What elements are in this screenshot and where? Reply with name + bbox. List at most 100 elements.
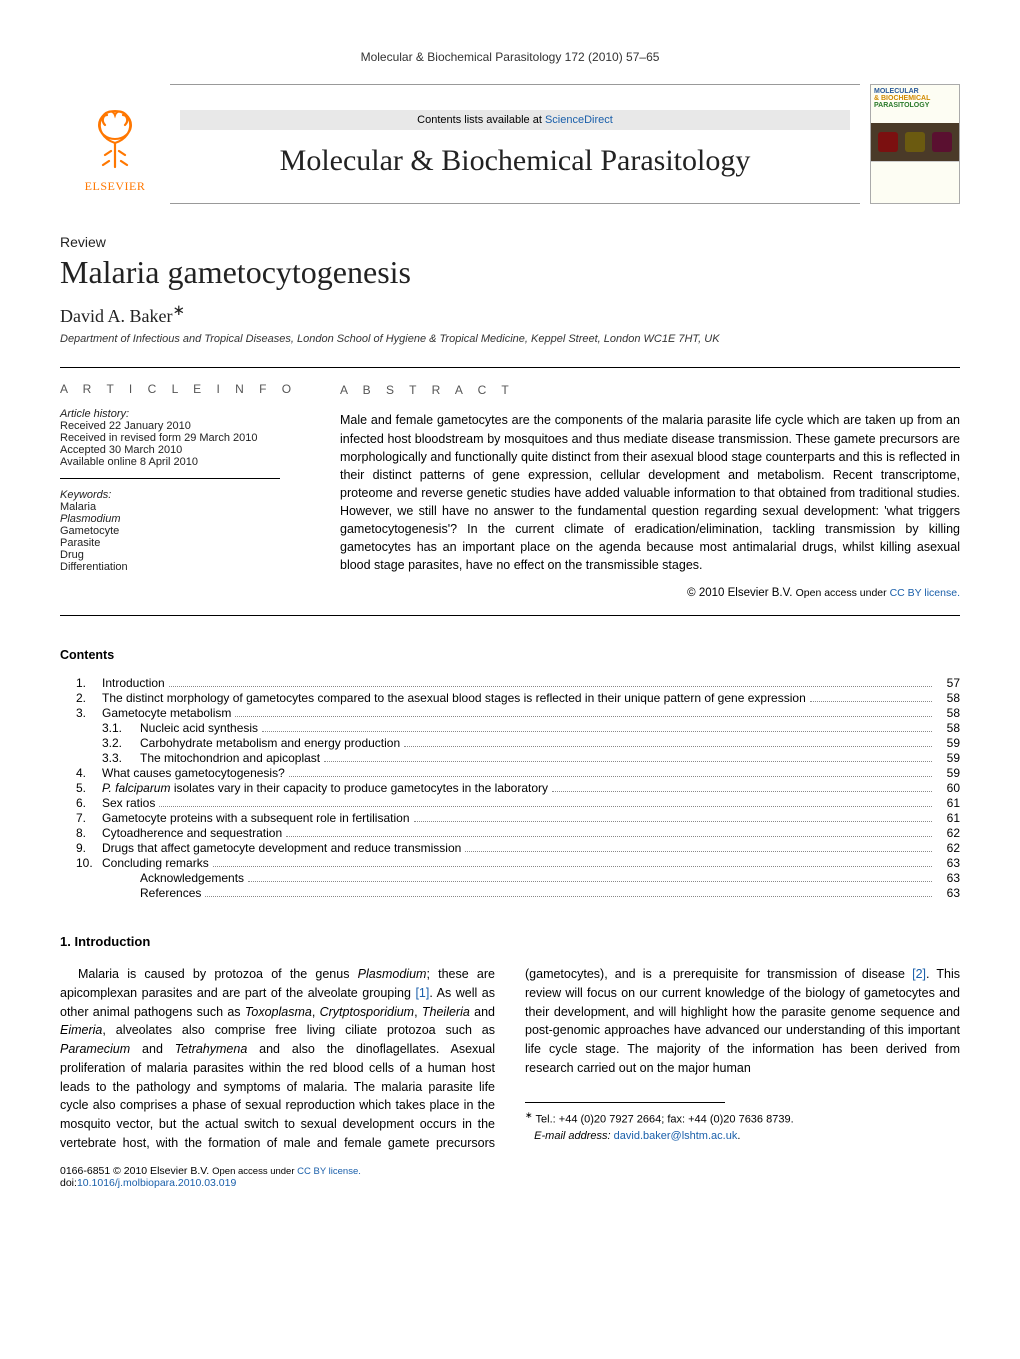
keyword: Differentiation — [60, 561, 300, 573]
toc-title: Gametocyte proteins with a subsequent ro… — [102, 811, 410, 825]
toc-leader — [552, 791, 932, 792]
toc-leader — [414, 821, 933, 822]
doi-link[interactable]: 10.1016/j.molbiopara.2010.03.019 — [77, 1177, 236, 1189]
toc-page: 63 — [936, 856, 960, 870]
masthead: ELSEVIER Contents lists available at Sci… — [60, 84, 960, 204]
author-line: David A. Baker∗ — [60, 301, 960, 327]
toc-title: Gametocyte metabolism — [102, 706, 231, 720]
toc-number: 9. — [60, 841, 102, 855]
abstract-heading: A B S T R A C T — [340, 382, 960, 399]
toc-leader — [465, 851, 932, 852]
toc-page: 59 — [936, 751, 960, 765]
history-revised: Received in revised form 29 March 2010 — [60, 432, 300, 444]
toc-number: 6. — [60, 796, 102, 810]
toc-row: 8.Cytoadherence and sequestration62 — [60, 826, 960, 840]
toc-number: 7. — [60, 811, 102, 825]
toc-leader — [286, 836, 932, 837]
toc-number: 2. — [60, 691, 102, 705]
toc-row: 3.1.Nucleic acid synthesis58 — [60, 721, 960, 735]
toc-page: 59 — [936, 766, 960, 780]
history-online: Available online 8 April 2010 — [60, 456, 300, 468]
history-accepted: Accepted 30 March 2010 — [60, 444, 300, 456]
toc-leader — [324, 761, 932, 762]
toc-row: 1.Introduction57 — [60, 676, 960, 690]
ref-link[interactable]: [2] — [912, 967, 926, 981]
keywords-label: Keywords: — [60, 489, 300, 501]
toc-page: 63 — [936, 886, 960, 900]
toc-leader — [159, 806, 932, 807]
toc-title: The mitochondrion and apicoplast — [140, 751, 320, 765]
contents-heading: Contents — [60, 648, 960, 662]
toc-number: 5. — [60, 781, 102, 795]
elsevier-tree-icon — [75, 95, 155, 175]
toc-row: 9.Drugs that affect gametocyte developme… — [60, 841, 960, 855]
toc-number: 3.2. — [60, 736, 140, 750]
keyword: Gametocyte — [60, 525, 300, 537]
toc-row: 5.P. falciparum isolates vary in their c… — [60, 781, 960, 795]
toc-page: 61 — [936, 811, 960, 825]
keyword: Drug — [60, 549, 300, 561]
info-abstract-block: A R T I C L E I N F O Article history: R… — [60, 367, 960, 616]
corresponding-footnote: ∗ Tel.: +44 (0)20 7927 2664; fax: +44 (0… — [525, 1109, 960, 1128]
toc-title: The distinct morphology of gametocytes c… — [102, 691, 806, 705]
cc-by-link-footer[interactable]: CC BY license. — [297, 1166, 361, 1177]
ref-link[interactable]: [1] — [415, 986, 429, 1000]
toc-leader — [205, 896, 932, 897]
toc-number: 1. — [60, 676, 102, 690]
toc-number: 4. — [60, 766, 102, 780]
affiliation: Department of Infectious and Tropical Di… — [60, 333, 960, 345]
toc-title: Sex ratios — [102, 796, 155, 810]
contents-prefix: Contents lists available at — [417, 114, 545, 126]
toc-title: Drugs that affect gametocyte development… — [102, 841, 461, 855]
toc-leader — [235, 716, 932, 717]
page: Molecular & Biochemical Parasitology 172… — [0, 0, 1020, 1229]
info-divider — [60, 478, 280, 479]
toc-row: Acknowledgements 63 — [60, 871, 960, 885]
cover-cell-icon — [878, 132, 898, 152]
toc-row: 6.Sex ratios61 — [60, 796, 960, 810]
article-info-column: A R T I C L E I N F O Article history: R… — [60, 368, 320, 615]
toc-row: 7.Gametocyte proteins with a subsequent … — [60, 811, 960, 825]
cover-line3: PARASITOLOGY — [874, 102, 956, 109]
toc-title: Carbohydrate metabolism and energy produ… — [140, 736, 400, 750]
toc-page: 58 — [936, 706, 960, 720]
toc-page: 63 — [936, 871, 960, 885]
toc-row: 10.Concluding remarks63 — [60, 856, 960, 870]
toc-page: 57 — [936, 676, 960, 690]
cover-line1: MOLECULAR — [874, 88, 956, 95]
contents-available-line: Contents lists available at ScienceDirec… — [180, 110, 850, 130]
issn-copyright: 0166-6851 © 2010 Elsevier B.V. — [60, 1165, 212, 1177]
toc-row: References 63 — [60, 886, 960, 900]
toc-number: 10. — [60, 856, 102, 870]
toc-title: P. falciparum isolates vary in their cap… — [102, 781, 548, 795]
publisher-logo: ELSEVIER — [60, 84, 170, 204]
cc-by-link[interactable]: CC BY license. — [890, 587, 960, 599]
toc-number: 3.3. — [60, 751, 140, 765]
cover-cell-icon — [932, 132, 952, 152]
toc-row: 3.Gametocyte metabolism58 — [60, 706, 960, 720]
abstract-column: A B S T R A C T Male and female gametocy… — [320, 368, 960, 615]
toc-page: 58 — [936, 691, 960, 705]
keyword: Plasmodium — [60, 513, 300, 525]
section-1-heading: 1. Introduction — [60, 934, 960, 949]
toc-leader — [248, 881, 932, 882]
body-columns: Malaria is caused by protozoa of the gen… — [60, 965, 960, 1153]
author-email-link[interactable]: david.baker@lshtm.ac.uk — [614, 1130, 738, 1142]
keyword: Malaria — [60, 501, 300, 513]
masthead-center: Contents lists available at ScienceDirec… — [170, 84, 860, 204]
toc-title: References — [140, 886, 201, 900]
history-received: Received 22 January 2010 — [60, 420, 300, 432]
sciencedirect-link[interactable]: ScienceDirect — [545, 114, 613, 126]
cover-box: MOLECULAR & BIOCHEMICAL PARASITOLOGY — [870, 84, 960, 204]
toc-page: 62 — [936, 826, 960, 840]
publisher-name: ELSEVIER — [85, 179, 146, 194]
toc-row: 2.The distinct morphology of gametocytes… — [60, 691, 960, 705]
toc-title: Nucleic acid synthesis — [140, 721, 258, 735]
corresponding-sup: ∗ — [172, 303, 185, 319]
toc-number: 8. — [60, 826, 102, 840]
journal-title: Molecular & Biochemical Parasitology — [180, 144, 850, 178]
toc-title: Acknowledgements — [140, 871, 244, 885]
toc-leader — [810, 701, 932, 702]
author-name: David A. Baker — [60, 306, 172, 326]
toc-row: 4.What causes gametocytogenesis?59 — [60, 766, 960, 780]
